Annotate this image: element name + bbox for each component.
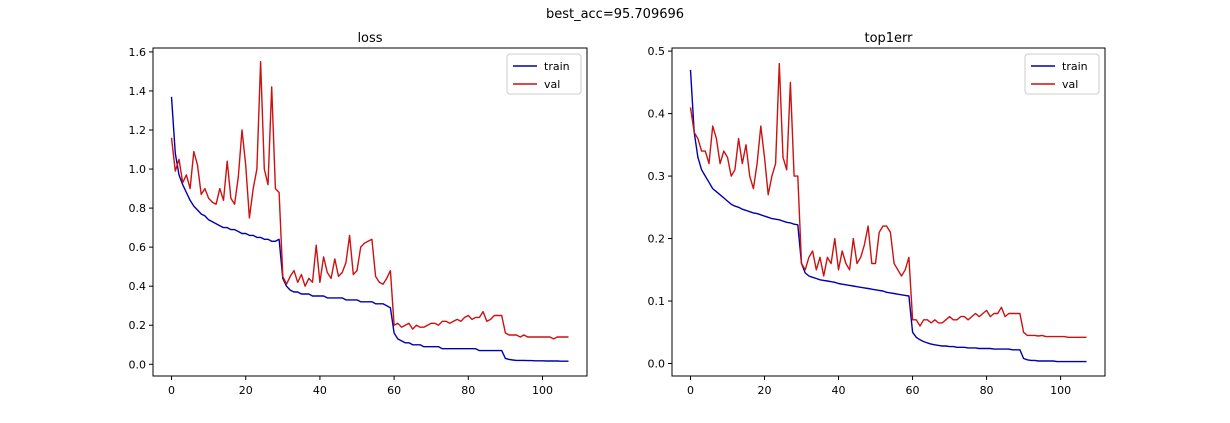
series-line-train [689, 69, 1087, 363]
y-tick-label: 0.8 [129, 202, 147, 215]
chart-title: loss [357, 31, 382, 46]
plot-frame [152, 47, 588, 377]
x-tick-label: 100 [1050, 384, 1071, 397]
x-tick-label: 60 [906, 384, 920, 397]
figure-suptitle: best_acc=95.709696 [545, 7, 685, 22]
legend: train val [506, 53, 582, 95]
x-tick-label: 40 [313, 384, 327, 397]
y-tick-label: 0.0 [648, 358, 666, 371]
series-line-train [170, 96, 569, 362]
y-tick-label: 1.0 [129, 163, 147, 176]
x-tick-label: 20 [758, 384, 772, 397]
chart-panel-loss: loss 0 20 40 60 80 100 0.0 0.2 0.4 0.6 0.8 1.0 1.2 1.4… [129, 31, 588, 397]
chart-panel-top1err: top1err 0 20 40 60 80 100 0.0 0.1 0.2 0.3 0.4 0.5 tra… [648, 31, 1106, 397]
x-tick-label: 80 [980, 384, 994, 397]
legend: train val [1024, 53, 1100, 95]
y-tick-label: 0.4 [648, 108, 666, 121]
x-tick-label: 60 [387, 384, 401, 397]
y-tick-label: 0.1 [648, 295, 666, 308]
x-tick-label: 0 [687, 384, 694, 397]
series-line-val [689, 62, 1087, 338]
series-line-val [170, 61, 569, 340]
legend-label-val: val [544, 78, 560, 91]
x-tick-label: 100 [532, 384, 553, 397]
x-tick-label: 20 [239, 384, 253, 397]
x-tick-label: 0 [168, 384, 175, 397]
y-tick-label: 1.6 [129, 46, 147, 59]
y-tick-label: 0.6 [129, 241, 147, 254]
y-tick-label: 0.4 [129, 280, 147, 293]
y-tick-label: 0.2 [129, 319, 147, 332]
y-tick-label: 0.2 [648, 233, 666, 246]
y-tick-label: 0.5 [648, 45, 666, 58]
y-tick-label: 0.0 [129, 358, 147, 371]
x-tick-label: 40 [832, 384, 846, 397]
chart-title: top1err [864, 31, 913, 46]
legend-label-train: train [544, 60, 570, 73]
x-tick-label: 80 [461, 384, 475, 397]
y-tick-label: 0.3 [648, 170, 666, 183]
legend-label-val: val [1062, 78, 1078, 91]
y-tick-label: 1.4 [129, 85, 147, 98]
plot-frame [671, 47, 1106, 377]
legend-label-train: train [1062, 60, 1088, 73]
y-tick-label: 1.2 [129, 124, 147, 137]
